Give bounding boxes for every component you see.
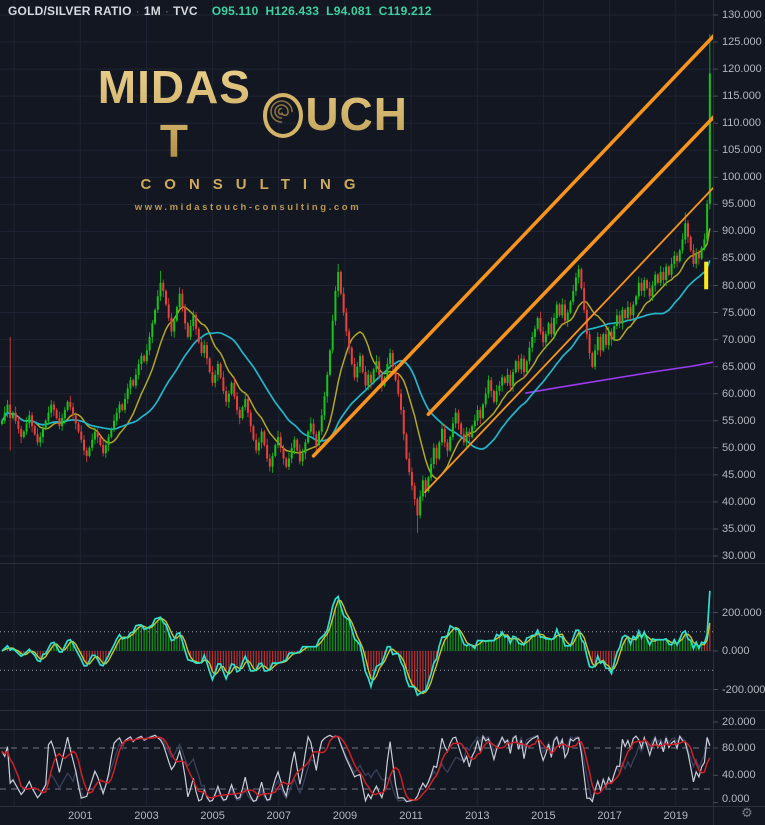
symbol-name[interactable]: GOLD/SILVER RATIO bbox=[8, 4, 132, 18]
price-tick-label[interactable]: 115.000 bbox=[722, 90, 761, 103]
exchange-label: TVC bbox=[173, 4, 198, 18]
price-tick-label[interactable]: 85.000 bbox=[722, 252, 756, 265]
momentum-tick-label[interactable]: 200.000 bbox=[722, 606, 762, 619]
logo-title-left: MIDAS T bbox=[97, 61, 251, 167]
time-axis-year-label[interactable]: 2011 bbox=[399, 810, 423, 822]
stochastic-tick-label[interactable]: 0.000 bbox=[722, 793, 750, 805]
logo-subtitle: CONSULTING bbox=[140, 176, 369, 193]
trend-channels[interactable] bbox=[311, 33, 715, 494]
separator-dot: · bbox=[164, 4, 170, 18]
interval-label[interactable]: 1M bbox=[143, 4, 161, 18]
stochastic-slow-line bbox=[1, 734, 711, 803]
midas-touch-logo: MIDAS T UCH CONSULTING www.midastouch-co… bbox=[88, 60, 408, 213]
price-tick-label[interactable]: 75.000 bbox=[722, 306, 756, 319]
mini-pane-tick-label[interactable]: 20.000 bbox=[722, 716, 756, 728]
main-pane bbox=[1, 228, 713, 480]
gear-icon[interactable]: ⚙ bbox=[741, 805, 753, 820]
time-axis-year-label[interactable]: 2015 bbox=[531, 810, 556, 822]
time-axis-year-label[interactable]: 2007 bbox=[266, 810, 292, 822]
price-tick-label[interactable]: 80.000 bbox=[722, 279, 756, 292]
price-tick-label[interactable]: 40.000 bbox=[722, 495, 756, 508]
price-tick-label[interactable]: 95.000 bbox=[722, 198, 756, 211]
trend-line bbox=[424, 186, 713, 494]
price-tick-label[interactable]: 30.000 bbox=[722, 550, 756, 562]
logo-title-right: UCH bbox=[305, 88, 408, 140]
time-axis-year-label[interactable]: 2013 bbox=[465, 810, 490, 822]
time-axis-year-label[interactable]: 2009 bbox=[332, 810, 358, 822]
price-tick-label[interactable]: 125.000 bbox=[722, 36, 762, 49]
price-tick-label[interactable]: 55.000 bbox=[722, 414, 756, 427]
momentum-tick-label[interactable]: -200.000 bbox=[722, 683, 765, 696]
price-tick-label[interactable]: 120.000 bbox=[722, 63, 762, 76]
trend-line bbox=[311, 33, 713, 458]
stochastic-tick-label[interactable]: 40.000 bbox=[722, 769, 756, 782]
fingerprint-icon bbox=[262, 92, 304, 138]
time-axis-year-label[interactable]: 2001 bbox=[68, 810, 93, 822]
low-value: L94.081 bbox=[326, 4, 372, 18]
candles-layer bbox=[1, 34, 711, 533]
ma-purple-line bbox=[525, 361, 713, 394]
time-axis-year-label[interactable]: 2005 bbox=[200, 810, 225, 822]
momentum-main-line bbox=[1, 590, 711, 697]
open-value: O95.110 bbox=[211, 4, 259, 18]
logo-title: MIDAS T UCH bbox=[88, 60, 408, 168]
close-value: C119.212 bbox=[378, 4, 432, 18]
time-axis-year-label[interactable]: 2017 bbox=[597, 810, 622, 822]
price-tick-label[interactable]: 130.000 bbox=[722, 9, 762, 21]
stochastic-tick-label[interactable]: 80.000 bbox=[722, 742, 756, 754]
logo-url: www.midastouch-consulting.com bbox=[134, 202, 362, 213]
price-tick-label[interactable]: 110.000 bbox=[722, 117, 761, 130]
time-axis-year-label[interactable]: 2003 bbox=[134, 810, 159, 822]
symbol-header[interactable]: GOLD/SILVER RATIO · 1M · TVC O95.110 H126.433 L… bbox=[8, 4, 439, 18]
price-tick-label[interactable]: 45.000 bbox=[722, 468, 756, 481]
stochastic-pane bbox=[1, 734, 711, 803]
ohlc-values: O95.110 H126.433 L94.081 C119.212 bbox=[212, 4, 439, 18]
ma-teal-line bbox=[1, 260, 711, 450]
time-axis-year-label[interactable]: 2019 bbox=[663, 810, 688, 822]
high-value: H126.433 bbox=[265, 4, 320, 18]
price-tick-label[interactable]: 105.000 bbox=[722, 144, 762, 157]
price-tick-label[interactable]: 65.000 bbox=[722, 360, 756, 373]
price-tick-label[interactable]: 35.000 bbox=[722, 522, 756, 535]
ma-yellow-line bbox=[1, 228, 711, 480]
momentum-pane bbox=[1, 590, 711, 697]
price-tick-label[interactable]: 50.000 bbox=[722, 441, 756, 454]
price-tick-label[interactable]: 90.000 bbox=[722, 225, 756, 238]
price-tick-label[interactable]: 60.000 bbox=[722, 387, 756, 400]
price-tick-label[interactable]: 70.000 bbox=[722, 333, 756, 346]
separator-dot: · bbox=[135, 4, 140, 18]
trend-line bbox=[426, 115, 713, 417]
stochastic-k-line bbox=[1, 734, 711, 803]
momentum-tick-label[interactable]: 0.000 bbox=[722, 645, 750, 657]
momentum-signal-line bbox=[1, 599, 711, 695]
price-tick-label[interactable]: 100.000 bbox=[722, 171, 762, 184]
stochastic-signal-line bbox=[1, 735, 711, 801]
